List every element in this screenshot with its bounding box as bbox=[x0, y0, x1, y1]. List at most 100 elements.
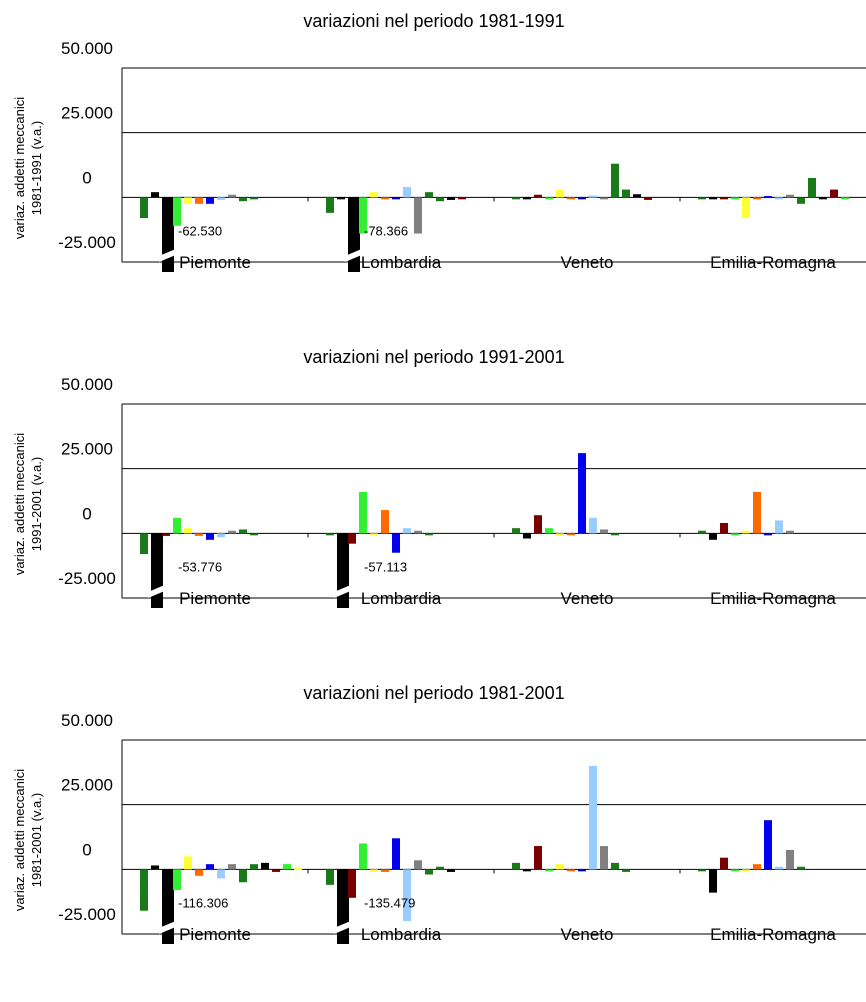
bar bbox=[162, 533, 170, 536]
bar bbox=[567, 533, 575, 536]
bar bbox=[348, 197, 360, 272]
bar bbox=[173, 517, 181, 534]
bar bbox=[392, 533, 400, 553]
axis-break bbox=[148, 584, 167, 598]
bar bbox=[545, 869, 553, 872]
bar bbox=[698, 869, 706, 872]
chart-svg: variazioni nel periodo 1981-1991 50.000 25… bbox=[12, 11, 866, 272]
category-label: Lombardia bbox=[361, 253, 442, 272]
bar bbox=[392, 197, 400, 200]
bar bbox=[294, 868, 302, 871]
bar bbox=[359, 197, 367, 234]
bar bbox=[775, 520, 783, 534]
bar bbox=[436, 866, 444, 870]
bar bbox=[523, 197, 531, 200]
bar bbox=[250, 197, 258, 200]
bar bbox=[217, 197, 225, 200]
bar bbox=[283, 864, 291, 870]
y-tick-label: 50.000 bbox=[61, 711, 113, 730]
bar bbox=[261, 862, 269, 870]
category-label: Emilia-Romagna bbox=[710, 589, 836, 608]
bar bbox=[523, 533, 531, 539]
bar bbox=[217, 533, 225, 538]
bar bbox=[720, 197, 728, 200]
bar bbox=[786, 194, 794, 198]
bar bbox=[326, 869, 334, 885]
category-label: Veneto bbox=[561, 253, 614, 272]
y-axis-label: variaz. addetti meccanici 1981-1991 (v.a.… bbox=[12, 97, 44, 239]
y-axis-label-line: variaz. addetti meccanici bbox=[12, 769, 27, 911]
bar bbox=[611, 862, 619, 870]
axis-break bbox=[345, 248, 364, 262]
bar bbox=[250, 533, 258, 536]
charts-container: variazioni nel periodo 1981-1991 50.000 25… bbox=[0, 0, 866, 944]
bar bbox=[239, 197, 247, 202]
bar bbox=[775, 197, 783, 200]
bar bbox=[414, 197, 422, 234]
bar bbox=[151, 865, 159, 870]
bar bbox=[184, 856, 192, 870]
bar bbox=[841, 197, 849, 200]
bar bbox=[797, 197, 805, 204]
chart-panel-1: variazioni nel periodo 1981-1991 50.000 25… bbox=[0, 0, 866, 330]
y-tick-label: -25.000 bbox=[58, 233, 116, 252]
bar bbox=[206, 533, 214, 540]
bar bbox=[556, 533, 564, 536]
bar bbox=[786, 530, 794, 534]
bar bbox=[425, 533, 433, 536]
y-axis-label-line: 1981-2001 (v.a.) bbox=[29, 793, 44, 887]
y-tick-label: 0 bbox=[82, 840, 91, 859]
y-tick-label: 50.000 bbox=[61, 39, 113, 58]
bar bbox=[589, 195, 597, 198]
category-label: Veneto bbox=[561, 925, 614, 944]
bar bbox=[195, 197, 203, 204]
bar bbox=[545, 528, 553, 534]
y-tick-label: 0 bbox=[82, 168, 91, 187]
bar bbox=[272, 869, 280, 872]
category-label: Piemonte bbox=[179, 253, 251, 272]
y-tick-label: 25.000 bbox=[61, 104, 113, 123]
bar bbox=[425, 192, 433, 198]
chart-title: variazioni nel periodo 1981-1991 bbox=[303, 11, 564, 31]
bar bbox=[720, 522, 728, 534]
category-label: Lombardia bbox=[361, 925, 442, 944]
bar bbox=[392, 838, 400, 870]
data-label: -57.113 bbox=[364, 559, 407, 574]
bar bbox=[775, 866, 783, 870]
category-label: Emilia-Romagna bbox=[710, 253, 836, 272]
bar bbox=[567, 197, 575, 200]
bar bbox=[381, 510, 389, 534]
bar bbox=[140, 533, 148, 555]
bar bbox=[512, 197, 520, 200]
bar bbox=[622, 189, 630, 198]
data-label: -135.479 bbox=[364, 895, 415, 910]
bar bbox=[326, 197, 334, 213]
bar bbox=[348, 869, 356, 898]
bar bbox=[742, 530, 750, 534]
bar bbox=[403, 186, 411, 198]
bar bbox=[447, 197, 455, 200]
bar bbox=[589, 517, 597, 534]
bar bbox=[326, 533, 334, 536]
bar bbox=[797, 866, 805, 870]
bar bbox=[589, 765, 597, 870]
y-tick-label: 25.000 bbox=[61, 440, 113, 459]
bar bbox=[523, 869, 531, 872]
bar bbox=[742, 197, 750, 219]
axis-break bbox=[334, 920, 353, 934]
y-tick-label: 25.000 bbox=[61, 776, 113, 795]
bar bbox=[819, 197, 827, 200]
bar bbox=[556, 189, 564, 198]
bar bbox=[217, 869, 225, 879]
bar bbox=[633, 194, 641, 198]
bar bbox=[786, 849, 794, 870]
bar bbox=[162, 869, 174, 944]
bar bbox=[228, 864, 236, 870]
chart-title: variazioni nel periodo 1991-2001 bbox=[303, 347, 564, 367]
bar bbox=[370, 533, 378, 536]
bar bbox=[534, 515, 542, 534]
bar bbox=[545, 197, 553, 200]
bar bbox=[206, 864, 214, 870]
bar bbox=[709, 869, 717, 893]
bar bbox=[337, 533, 349, 608]
